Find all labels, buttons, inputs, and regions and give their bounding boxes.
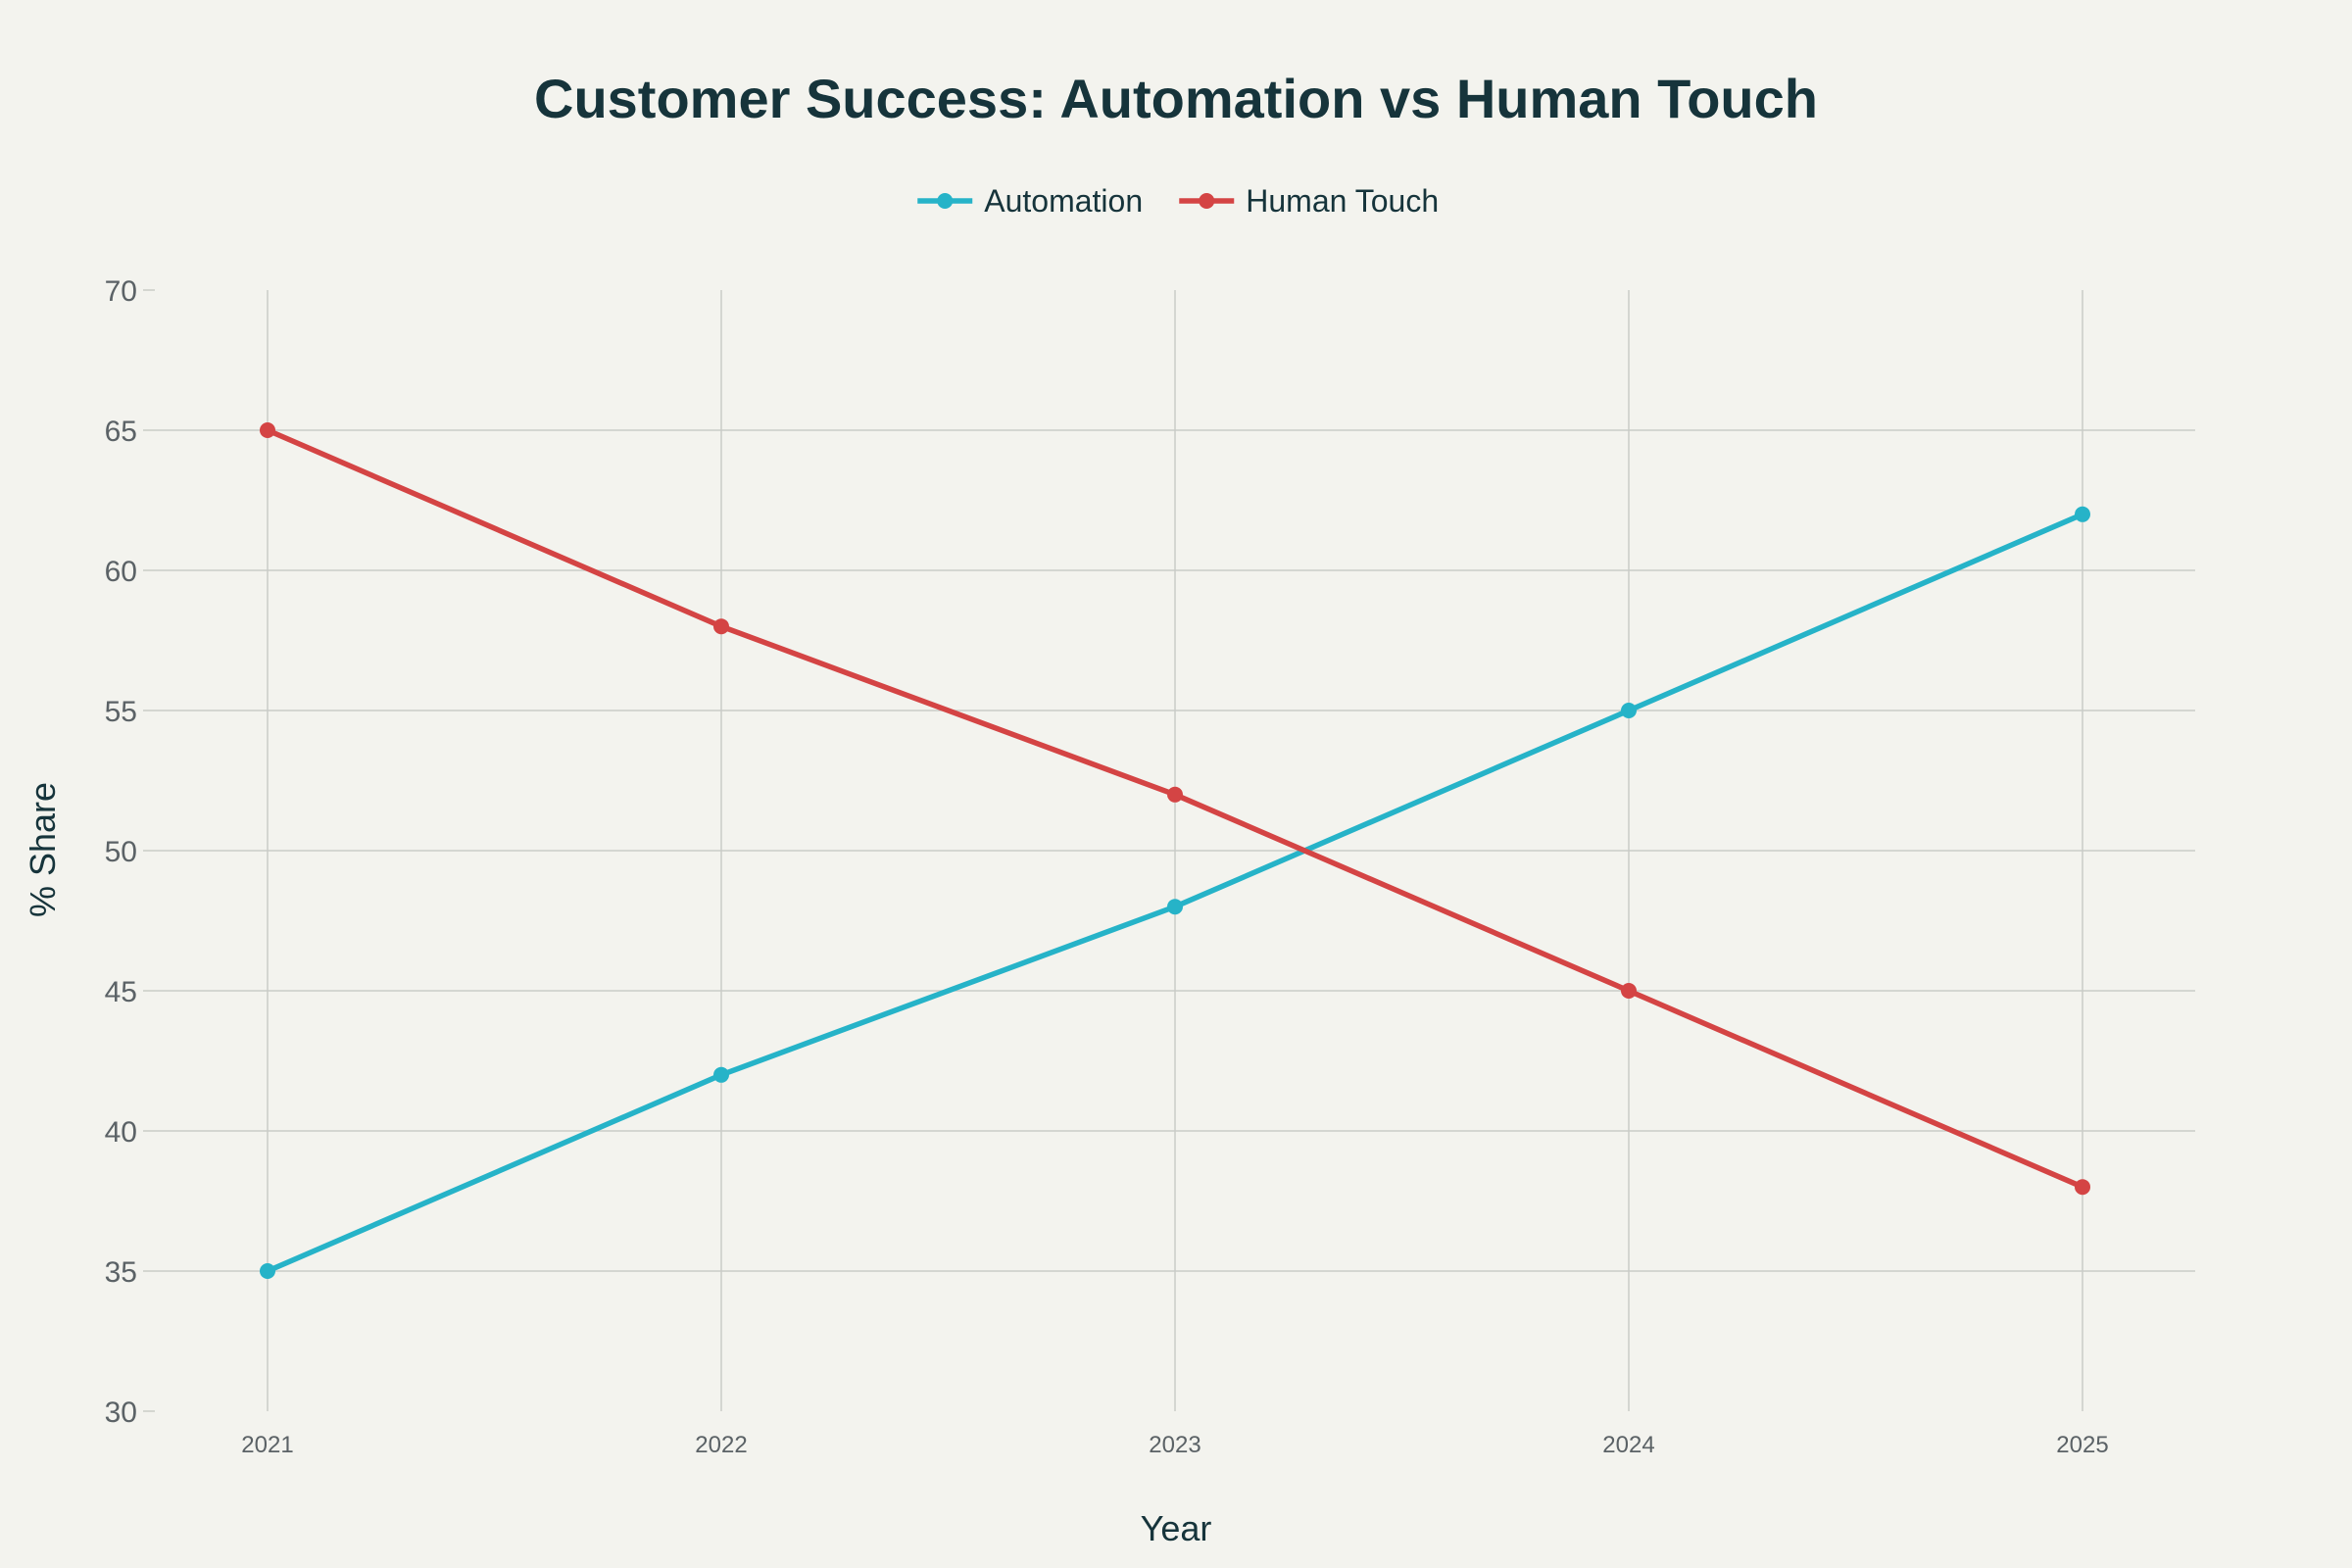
x-tick-label: 2021 [241, 1432, 293, 1458]
x-tick-label: 2025 [2056, 1432, 2108, 1458]
x-axis: 2021 2022 2023 2024 2025 [241, 1432, 2108, 1458]
legend-item[interactable]: Human Touch [1179, 183, 1439, 219]
data-point[interactable] [260, 422, 275, 438]
legend-label: Automation [984, 183, 1143, 219]
y-tick-label: 35 [105, 1256, 137, 1289]
series-automation [260, 506, 2090, 1279]
data-point[interactable] [1621, 983, 1637, 999]
data-point[interactable] [2075, 506, 2090, 522]
gridlines [155, 290, 2195, 1411]
y-tick-label: 45 [105, 976, 137, 1008]
y-axis-title: % Share [23, 782, 63, 917]
chart-title: Customer Success: Automation vs Human To… [534, 68, 1818, 129]
data-point[interactable] [713, 618, 729, 635]
data-point[interactable] [1167, 899, 1183, 915]
y-tick-label: 60 [105, 556, 137, 588]
x-tick-label: 2022 [695, 1432, 747, 1458]
data-point[interactable] [1167, 786, 1183, 803]
data-point[interactable] [713, 1066, 729, 1083]
x-tick-label: 2023 [1149, 1432, 1200, 1458]
series-human-touch [260, 422, 2090, 1196]
y-tick-label: 70 [105, 275, 137, 308]
y-tick-label: 65 [105, 416, 137, 448]
x-tick-label: 2024 [1602, 1432, 1654, 1458]
data-point[interactable] [260, 1263, 275, 1279]
y-tick-label: 50 [105, 836, 137, 868]
legend-label: Human Touch [1246, 183, 1439, 219]
y-axis: 30 35 40 45 50 55 60 65 70 [105, 275, 155, 1429]
legend-item[interactable]: Automation [917, 183, 1143, 219]
legend-marker [937, 193, 954, 209]
data-point[interactable] [2075, 1179, 2090, 1196]
legend-marker [1199, 193, 1215, 209]
legend[interactable]: Automation Human Touch [917, 183, 1439, 219]
y-tick-label: 55 [105, 696, 137, 728]
x-axis-title: Year [1141, 1508, 1212, 1548]
series-layer [260, 422, 2090, 1279]
data-point[interactable] [1621, 703, 1637, 718]
y-tick-label: 40 [105, 1116, 137, 1149]
y-tick-label: 30 [105, 1396, 137, 1429]
